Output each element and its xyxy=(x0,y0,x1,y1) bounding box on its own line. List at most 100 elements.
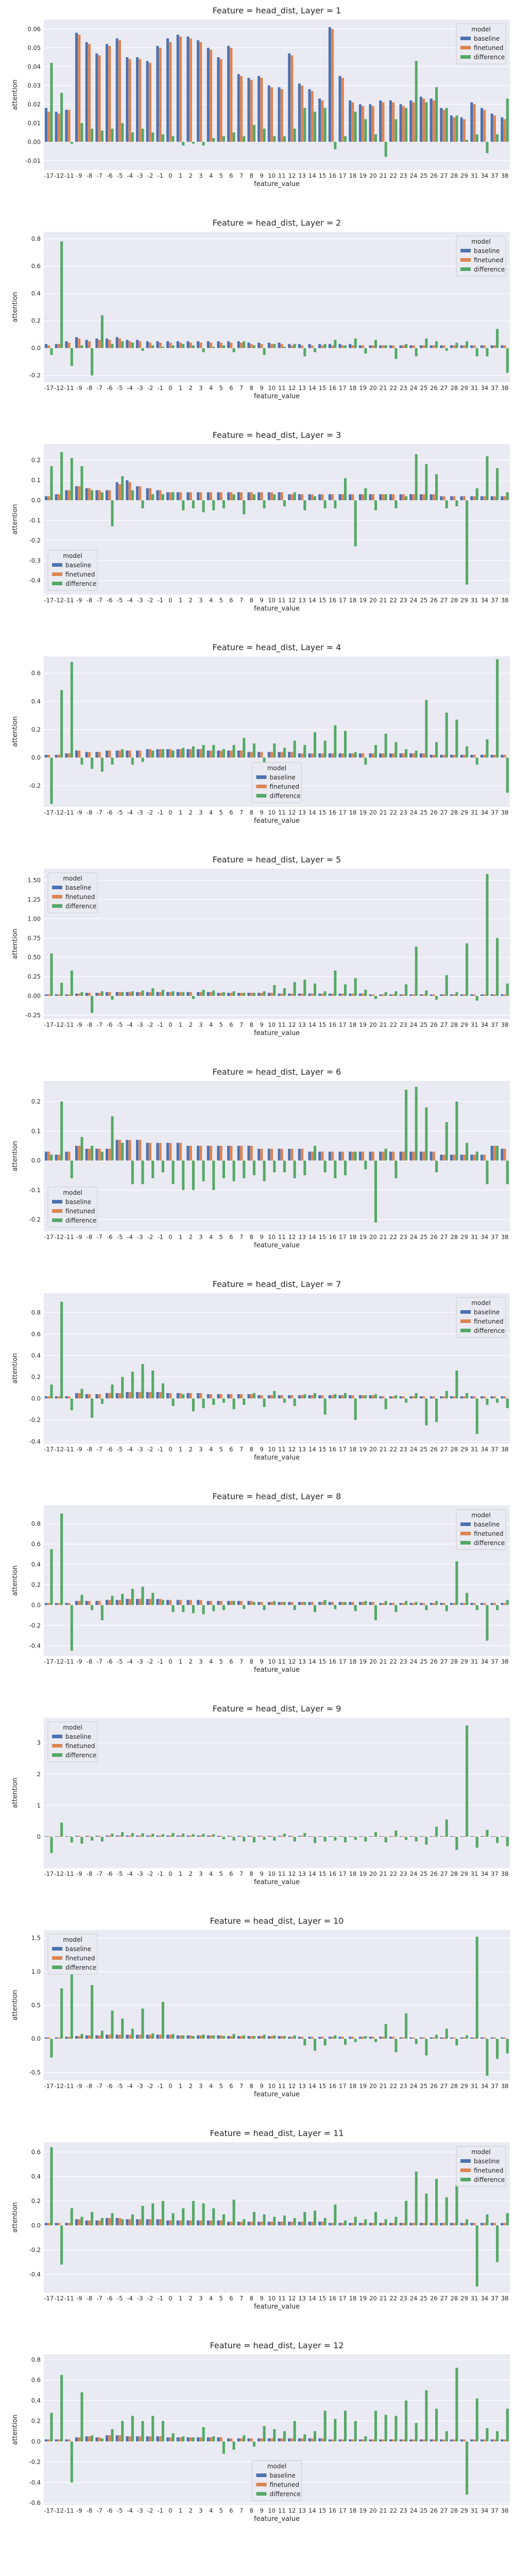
legend-label-difference: difference xyxy=(474,54,505,61)
bar-difference-12 xyxy=(293,1837,296,1842)
bar-difference-11 xyxy=(283,346,286,348)
legend-swatch-difference xyxy=(52,582,62,585)
x-tick-label: -3 xyxy=(137,1233,143,1241)
bar-finetuned-17 xyxy=(341,494,344,501)
bar-baseline-10 xyxy=(267,752,270,758)
bar-difference-37 xyxy=(496,468,499,501)
x-tick-label: -4 xyxy=(127,172,132,179)
bar-difference-18 xyxy=(354,500,357,547)
bar-baseline-4 xyxy=(207,1394,210,1399)
bar-difference-22 xyxy=(394,348,398,359)
x-tick-label: 21 xyxy=(380,2082,387,2090)
bar-baseline-28 xyxy=(450,994,453,996)
bar-baseline--9 xyxy=(75,337,78,348)
bar-finetuned-20 xyxy=(371,994,374,996)
x-tick-label: 13 xyxy=(298,1446,306,1453)
bar-difference-38 xyxy=(506,757,509,793)
bar-difference-27 xyxy=(445,713,448,758)
bar-finetuned-25 xyxy=(422,494,425,501)
x-tick-label: 7 xyxy=(239,1233,243,1241)
x-tick-label: -17 xyxy=(44,172,54,179)
bar-finetuned--7 xyxy=(98,1394,101,1399)
bar-difference--12 xyxy=(60,1301,63,1399)
x-tick-label: 5 xyxy=(219,1658,223,1665)
bar-difference-5 xyxy=(222,136,225,142)
legend-box xyxy=(252,762,302,803)
bar-finetuned-7 xyxy=(240,2036,243,2039)
bar-finetuned-27 xyxy=(442,496,445,501)
bar-difference--6 xyxy=(111,757,114,765)
bar-baseline--5 xyxy=(115,992,118,996)
x-tick-label: 5 xyxy=(219,2082,223,2090)
bar-baseline-34 xyxy=(480,1836,483,1837)
x-tick-label: 13 xyxy=(298,172,306,179)
x-tick-label: 19 xyxy=(359,2295,367,2302)
bar-finetuned-37 xyxy=(493,755,496,758)
x-tick-label: 1 xyxy=(179,2082,182,2090)
bar-difference--7 xyxy=(100,1151,104,1161)
x-tick-label: -8 xyxy=(87,1021,92,1028)
bar-baseline-10 xyxy=(267,993,270,996)
y-tick-label: 0.6 xyxy=(31,1330,41,1337)
bar-difference-17 xyxy=(344,345,347,348)
x-tick-label: 9 xyxy=(260,809,263,816)
bar-difference--5 xyxy=(121,341,124,348)
bar-finetuned--2 xyxy=(148,1835,151,1837)
bar-finetuned-16 xyxy=(331,753,334,758)
bar-finetuned-13 xyxy=(301,85,304,142)
x-tick-label: -17 xyxy=(44,1233,54,1241)
bar-difference--17 xyxy=(50,1155,53,1161)
chart-title: Feature = head_dist, Layer = 3 xyxy=(213,430,341,440)
x-tick-label: 31 xyxy=(471,1233,478,1241)
x-tick-label: 28 xyxy=(450,1233,458,1241)
x-tick-label: 13 xyxy=(298,2295,306,2302)
x-tick-label: 34 xyxy=(480,1658,488,1665)
bar-baseline-7 xyxy=(237,1601,240,1605)
bar-difference-34 xyxy=(486,1160,489,1184)
legend-swatch-difference xyxy=(52,1965,62,1969)
bar-difference-1 xyxy=(182,1160,185,1190)
bar-difference-3 xyxy=(202,2427,205,2442)
x-tick-label: 34 xyxy=(480,1870,488,1877)
bar-difference-28 xyxy=(455,1837,458,1850)
bar-baseline-0 xyxy=(166,1600,169,1605)
bar-difference-26 xyxy=(435,474,438,501)
bar-baseline-34 xyxy=(480,1396,483,1399)
chart-layer-12: Feature = head_dist, Layer = 12-0.6-0.4-… xyxy=(11,2341,510,2523)
x-tick-label: 5 xyxy=(219,1021,223,1028)
y-tick-label: 0.0 xyxy=(31,497,41,504)
x-tick-label: 17 xyxy=(339,597,347,604)
chart-title: Feature = head_dist, Layer = 8 xyxy=(213,1492,341,1502)
bar-difference--11 xyxy=(70,1160,73,1178)
bar-difference-3 xyxy=(202,990,205,996)
x-tick-label: -4 xyxy=(127,597,132,604)
bar-difference--2 xyxy=(151,1370,154,1399)
x-tick-label: -3 xyxy=(137,2295,143,2302)
x-tick-label: 37 xyxy=(491,809,499,816)
bar-finetuned-12 xyxy=(290,2438,294,2442)
bar-difference-26 xyxy=(435,87,438,142)
bar-baseline-0 xyxy=(166,2437,169,2442)
x-tick-label: 12 xyxy=(288,2082,296,2090)
bar-finetuned-15 xyxy=(321,2037,324,2039)
bar-difference-8 xyxy=(252,2212,255,2226)
bar-difference-26 xyxy=(435,1398,438,1422)
bar-difference-14 xyxy=(313,1837,317,1843)
legend-title: model xyxy=(471,238,490,245)
bar-finetuned-11 xyxy=(280,1602,283,1605)
x-tick-label: -12 xyxy=(54,1870,64,1877)
bar-finetuned--2 xyxy=(148,992,151,996)
x-tick-label: -8 xyxy=(87,2295,92,2302)
bar-baseline--8 xyxy=(85,752,88,758)
bar-baseline--9 xyxy=(75,486,78,501)
x-tick-label: 4 xyxy=(209,1870,213,1877)
bar-finetuned--12 xyxy=(57,2223,60,2226)
bar-difference--3 xyxy=(141,348,144,351)
x-tick-label: 27 xyxy=(440,384,448,392)
bar-difference-7 xyxy=(243,1160,246,1178)
bar-finetuned-17 xyxy=(341,993,344,996)
bar-finetuned-14 xyxy=(311,753,314,758)
bar-baseline-17 xyxy=(338,753,341,758)
bar-finetuned-15 xyxy=(321,753,324,758)
legend-label-baseline: baseline xyxy=(270,774,296,781)
